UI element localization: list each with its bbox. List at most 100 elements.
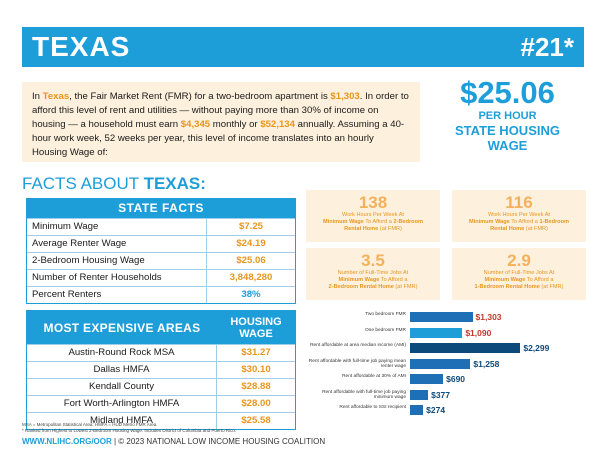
stat-line: (at FMR) bbox=[539, 284, 564, 290]
stat-line: 1-Bedroom Rental Home bbox=[474, 284, 540, 290]
most-expensive-header: MOST EXPENSIVE AREAS HOUSING WAGE bbox=[27, 311, 295, 344]
fact-value: 3,848,280 bbox=[229, 272, 273, 283]
bar-row: Rent affordable to SSI recipient $274 bbox=[306, 405, 586, 418]
stat-line: 2-Bedroom Rental Home bbox=[328, 284, 394, 290]
stat-number: 138 bbox=[358, 193, 388, 212]
housing-wage-col-header: HOUSING WAGE bbox=[217, 316, 295, 340]
stat-line: To Afford a bbox=[509, 219, 540, 225]
stat-card: 116 Work Hours Per Week At Minimum Wage T… bbox=[452, 190, 586, 242]
housing-wage-per: PER HOUR bbox=[478, 110, 537, 122]
facts-title: FACTS ABOUT TEXAS: bbox=[22, 174, 206, 194]
bar-value: $2,299 bbox=[523, 343, 550, 353]
intro-monthly: $4,345 bbox=[180, 119, 211, 130]
fact-label: Number of Renter Households bbox=[27, 270, 207, 286]
stat-card: 138 Work Hours Per Week At Minimum Wage T… bbox=[306, 190, 440, 242]
housing-wage-box: $25.06 PER HOUR STATE HOUSING WAGE bbox=[430, 76, 585, 166]
table-row: Minimum Wage $7.25 bbox=[27, 218, 295, 235]
fact-label: 2-Bedroom Housing Wage bbox=[27, 253, 207, 269]
bar bbox=[410, 405, 424, 415]
stat-line: Rental Home bbox=[490, 226, 525, 232]
fact-value: $24.19 bbox=[236, 238, 266, 249]
footnotes: MSA = Metropolitan Statistical Area; HMF… bbox=[22, 422, 422, 434]
intro-text: monthly or bbox=[210, 119, 261, 130]
housing-wage-label-2: WAGE bbox=[487, 138, 528, 153]
stat-text: Work Hours Per Week At Minimum Wage To Af… bbox=[306, 212, 440, 233]
fact-label: Average Renter Wage bbox=[27, 236, 207, 252]
stat-line: (at FMR) bbox=[393, 284, 418, 290]
bar-value: $377 bbox=[431, 389, 451, 400]
bar-label: Rent affordable with full-time job payin… bbox=[322, 389, 406, 400]
footer-url[interactable]: WWW.NLIHC.ORG/OOR bbox=[22, 437, 112, 446]
table-row: Number of Renter Households 3,848,280 bbox=[27, 269, 295, 286]
table-row: Percent Renters 38% bbox=[27, 286, 295, 303]
stat-line: Minimum Wage bbox=[484, 277, 526, 283]
stat-line: Minimum Wage bbox=[468, 219, 510, 225]
col-header-line-2: WAGE bbox=[239, 327, 273, 340]
area-name: Austin-Round Rock MSA bbox=[27, 345, 217, 361]
most-expensive-title: MOST EXPENSIVE AREAS bbox=[43, 320, 201, 335]
bar bbox=[410, 343, 521, 353]
footer-copyright: | © 2023 NATIONAL LOW INCOME HOUSING COA… bbox=[111, 437, 326, 446]
area-wage: $28.00 bbox=[241, 398, 271, 409]
fact-value: $25.06 bbox=[236, 255, 266, 266]
stat-text: Number of Full-Time Jobs At Minimum Wage … bbox=[452, 270, 586, 291]
stat-cards: 138 Work Hours Per Week At Minimum Wage T… bbox=[306, 190, 586, 300]
state-facts-header: STATE FACTS bbox=[27, 199, 295, 218]
intro-text: . In order to afford this level of rent … bbox=[32, 91, 409, 130]
facts-title-state: TEXAS: bbox=[143, 174, 206, 193]
area-name: Midland HMFA bbox=[27, 413, 217, 429]
footnote-line: MSA = Metropolitan Statistical Area; HMF… bbox=[22, 422, 158, 427]
table-row: Dallas HMFA $30.10 bbox=[27, 361, 295, 378]
intro-text: annually. Assuming a 40-hour work week, … bbox=[32, 119, 405, 158]
bar-label: Rent affordable at 30% of AMI bbox=[342, 374, 406, 379]
stat-line: 2-Bedroom bbox=[393, 219, 423, 225]
bar bbox=[410, 374, 444, 384]
stat-card: 2.9 Number of Full-Time Jobs At Minimum W… bbox=[452, 248, 586, 300]
table-row: Average Renter Wage $24.19 bbox=[27, 235, 295, 252]
bar-label: Rent affordable with full-time job payin… bbox=[308, 358, 406, 369]
stat-line: To Afford a bbox=[525, 277, 554, 283]
bar-row: Rent affordable with full-time job payin… bbox=[306, 358, 586, 372]
state-facts-table: STATE FACTS Minimum Wage $7.25 Average Re… bbox=[26, 198, 296, 304]
area-wage: $30.10 bbox=[241, 364, 271, 375]
stat-line: To Afford a bbox=[363, 219, 394, 225]
stat-line: Work Hours Per Week At bbox=[488, 212, 550, 218]
bar-label: Rent affordable at area median income (A… bbox=[310, 343, 406, 348]
area-name: Fort Worth-Arlington HMFA bbox=[27, 396, 217, 412]
rent-affordability-chart: Two bedroom FMR $1,303 One bedroom FMR $1,0… bbox=[306, 312, 586, 424]
intro-state: Texas bbox=[42, 91, 70, 102]
bar-value: $690 bbox=[446, 374, 466, 384]
table-row: Fort Worth-Arlington HMFA $28.00 bbox=[27, 395, 295, 412]
table-row: 2-Bedroom Housing Wage $25.06 bbox=[27, 252, 295, 269]
intro-text: , the Fair Market Rent (FMR) for a two-b… bbox=[69, 91, 331, 102]
bar bbox=[410, 358, 471, 369]
stat-text: Number of Full-Time Jobs At Minimum Wage … bbox=[306, 270, 440, 291]
table-row: Austin-Round Rock MSA $31.27 bbox=[27, 344, 295, 361]
bar-row: Rent affordable at area median income (A… bbox=[306, 343, 586, 356]
stat-line: Minimum Wage bbox=[322, 219, 364, 225]
bar bbox=[410, 389, 429, 400]
fact-label: Percent Renters bbox=[27, 287, 207, 303]
stat-card: 3.5 Number of Full-Time Jobs At Minimum W… bbox=[306, 248, 440, 300]
stat-line: To Afford a bbox=[379, 277, 408, 283]
fact-label: Minimum Wage bbox=[27, 219, 207, 235]
bar-value: $274 bbox=[426, 405, 446, 415]
table-row: Midland HMFA $25.58 bbox=[27, 412, 295, 429]
bar-label: One bedroom FMR bbox=[364, 327, 406, 333]
bar bbox=[410, 327, 463, 338]
area-name: Dallas HMFA bbox=[27, 362, 217, 378]
footer: WWW.NLIHC.ORG/OOR | © 2023 NATIONAL LOW … bbox=[22, 437, 325, 446]
state-rank: #21* bbox=[520, 31, 575, 62]
bar-value: $1,090 bbox=[465, 327, 492, 338]
col-header-line-1: HOUSING bbox=[230, 315, 282, 328]
fact-value: 38% bbox=[241, 289, 261, 300]
stat-line: Number of Full-Time Jobs At bbox=[337, 270, 409, 276]
bar-label: Rent affordable to SSI recipient bbox=[339, 405, 406, 410]
intro-text: In bbox=[32, 91, 43, 102]
bar-row: Rent affordable at 30% of AMI $690 bbox=[306, 374, 586, 387]
housing-wage-amount: $25.06 bbox=[460, 75, 555, 110]
stat-line: Rental Home bbox=[344, 226, 379, 232]
area-wage: $25.58 bbox=[241, 415, 271, 426]
stat-line: 1-Bedroom bbox=[539, 219, 569, 225]
bar-row: Rent affordable with full-time job payin… bbox=[306, 389, 586, 403]
